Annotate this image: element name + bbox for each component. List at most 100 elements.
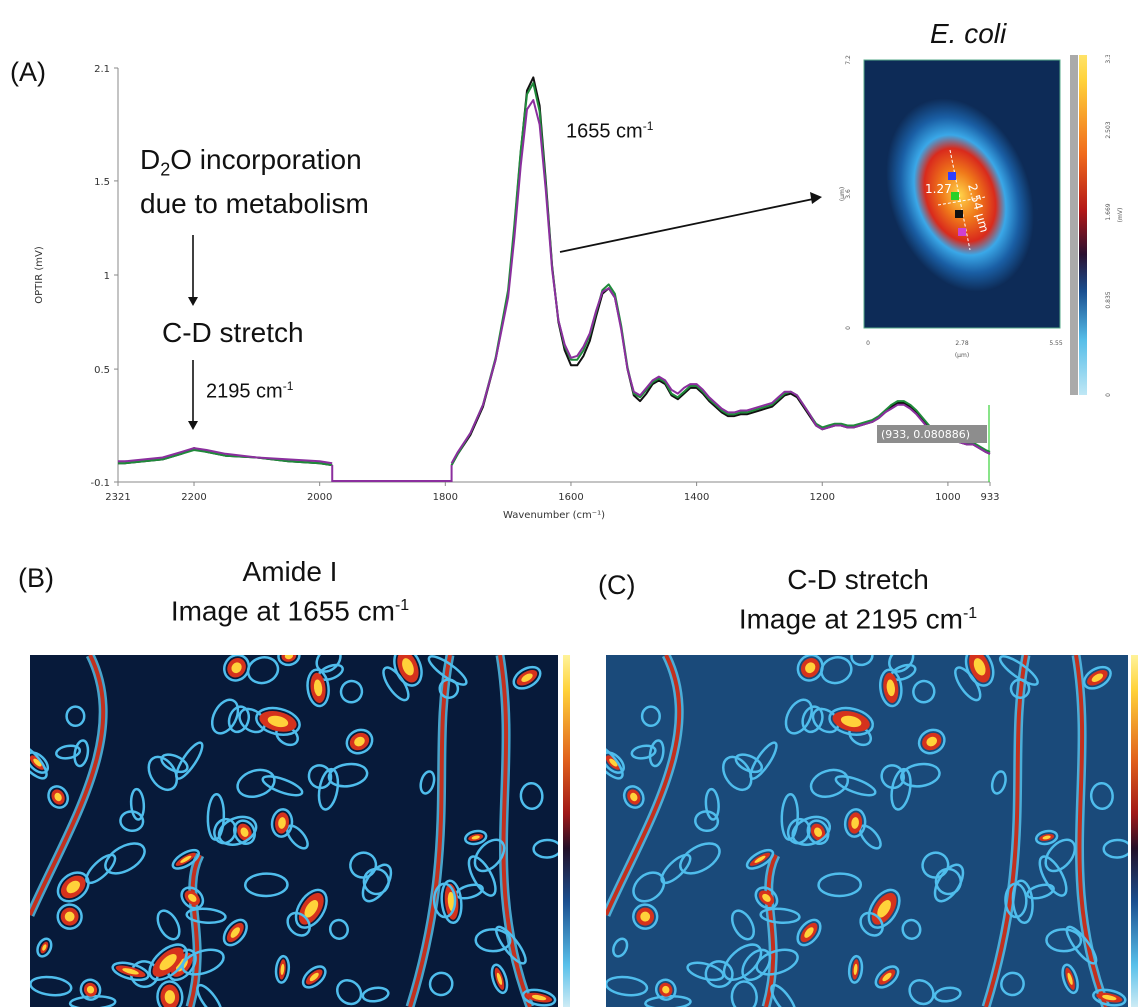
cell-halo <box>349 851 378 879</box>
cell-halo <box>317 767 340 811</box>
cell-peak <box>54 792 62 802</box>
y-tick-label: 2.1 <box>94 64 110 75</box>
inset-colorbar-tick: 0.835 <box>1105 291 1112 308</box>
panel-c-colorbar <box>1131 655 1138 1007</box>
cell-halo <box>233 819 256 845</box>
y-tick-label: 1.5 <box>94 177 110 188</box>
cell-halo <box>806 819 830 845</box>
cell-peak <box>853 963 858 975</box>
cell-halo <box>345 728 374 755</box>
cell-halo <box>270 808 294 838</box>
inset-x-tick: 0 <box>866 340 870 347</box>
cell-halo <box>730 909 755 941</box>
cell-halo <box>362 867 390 896</box>
cell-peak <box>882 972 892 982</box>
cell-peak <box>926 736 938 747</box>
cell-halo <box>495 925 527 965</box>
cell-peak <box>284 655 293 660</box>
cell-halo <box>464 829 488 846</box>
cell-peak <box>231 662 242 674</box>
inset-colorbar-unit: (mV) <box>1117 208 1124 223</box>
y-tick-label: 1 <box>104 271 110 282</box>
inset-y-tick: 7.2 <box>845 55 852 65</box>
series-line-spectrum-green-seg0 <box>118 449 333 467</box>
cell-halo <box>294 888 328 929</box>
cell-halo <box>917 728 946 755</box>
cell-halo <box>1000 971 1025 997</box>
cell-halo <box>606 742 624 780</box>
y-tick-label: -0.1 <box>90 478 110 489</box>
cell-halo <box>206 792 226 841</box>
cell-peak <box>762 893 771 902</box>
tooltip-text: (933, 0.080886) <box>881 428 970 441</box>
inset-y-tick: 3.6 <box>845 189 852 199</box>
cell-halo <box>156 980 184 1007</box>
cell-halo <box>730 980 758 1007</box>
cell-halo <box>770 983 797 1007</box>
cell-halo <box>741 948 772 982</box>
strand-core <box>764 854 778 1007</box>
cell-halo <box>874 965 900 989</box>
cell-halo <box>780 792 800 841</box>
cell-peak <box>1042 835 1051 840</box>
cell-halo <box>285 824 309 850</box>
cell-halo <box>1092 988 1127 1007</box>
cell-halo <box>900 762 941 788</box>
cell-halo <box>521 988 557 1007</box>
arrow-to-inset <box>559 197 819 253</box>
cell-halo <box>901 918 922 940</box>
cell-peak <box>354 736 365 747</box>
cell-peak <box>1102 994 1117 1001</box>
cell-halo <box>912 679 936 704</box>
cell-halo <box>473 838 506 873</box>
panel-b-svg <box>30 655 558 1007</box>
cell-halo <box>512 665 542 690</box>
cell-halo <box>217 815 258 846</box>
annotation-1655: 1655 cm-1 <box>566 119 653 144</box>
cell-halo <box>660 853 692 885</box>
cell-peak <box>1091 673 1104 683</box>
cell-peak <box>521 673 533 683</box>
annotation-2195-sup: -1 <box>282 379 294 393</box>
inset-y-unit: (µm) <box>839 187 846 201</box>
panel-c-svg <box>606 655 1128 1007</box>
x-tick-label: 1800 <box>433 492 458 503</box>
spectrum-chart: -0.1 0.5 1 1.5 2.1 2321 2200 2000 1800 1600 1400 12… <box>34 64 1000 521</box>
strand-core <box>606 655 682 916</box>
cell-halo <box>879 668 903 708</box>
cell-peak <box>531 994 547 1001</box>
cell-halo <box>227 705 251 734</box>
x-tick-label: 933 <box>980 492 999 503</box>
annotation-1655-sup: -1 <box>642 119 654 133</box>
inset-y-tick: 0 <box>845 326 852 330</box>
cell-halo <box>1065 925 1098 965</box>
cell-halo <box>648 739 665 768</box>
cell-halo <box>129 787 146 821</box>
cell-halo <box>339 679 364 704</box>
cell-peak <box>877 900 891 918</box>
cell-halo <box>255 706 301 736</box>
cell-halo <box>68 995 117 1007</box>
cell-halo <box>246 656 280 685</box>
d2o-rest: O incorporation <box>170 144 362 175</box>
ecoli-cell <box>885 98 1035 292</box>
cell-halo <box>1044 838 1077 873</box>
cell-peak <box>66 880 80 894</box>
cell-halo <box>820 656 853 685</box>
cell-peak <box>851 817 859 829</box>
panel-b-label: (B) <box>18 563 54 593</box>
cell-halo <box>148 943 188 981</box>
cell-halo <box>722 943 763 981</box>
annotation-1655-text: 1655 cm <box>566 120 643 143</box>
inset-x-unit: (µm) <box>955 352 969 359</box>
cell-peak <box>240 827 249 837</box>
cell-halo <box>474 928 512 953</box>
y-axis-title: OPTIR (mV) <box>34 246 45 304</box>
cell-peak <box>662 985 670 994</box>
d2o-sub: 2 <box>160 159 171 180</box>
cell-halo <box>328 918 349 940</box>
strand-core <box>984 655 1028 1007</box>
cell-halo <box>791 815 831 846</box>
cell-peak <box>640 911 651 922</box>
cell-halo <box>440 879 463 925</box>
